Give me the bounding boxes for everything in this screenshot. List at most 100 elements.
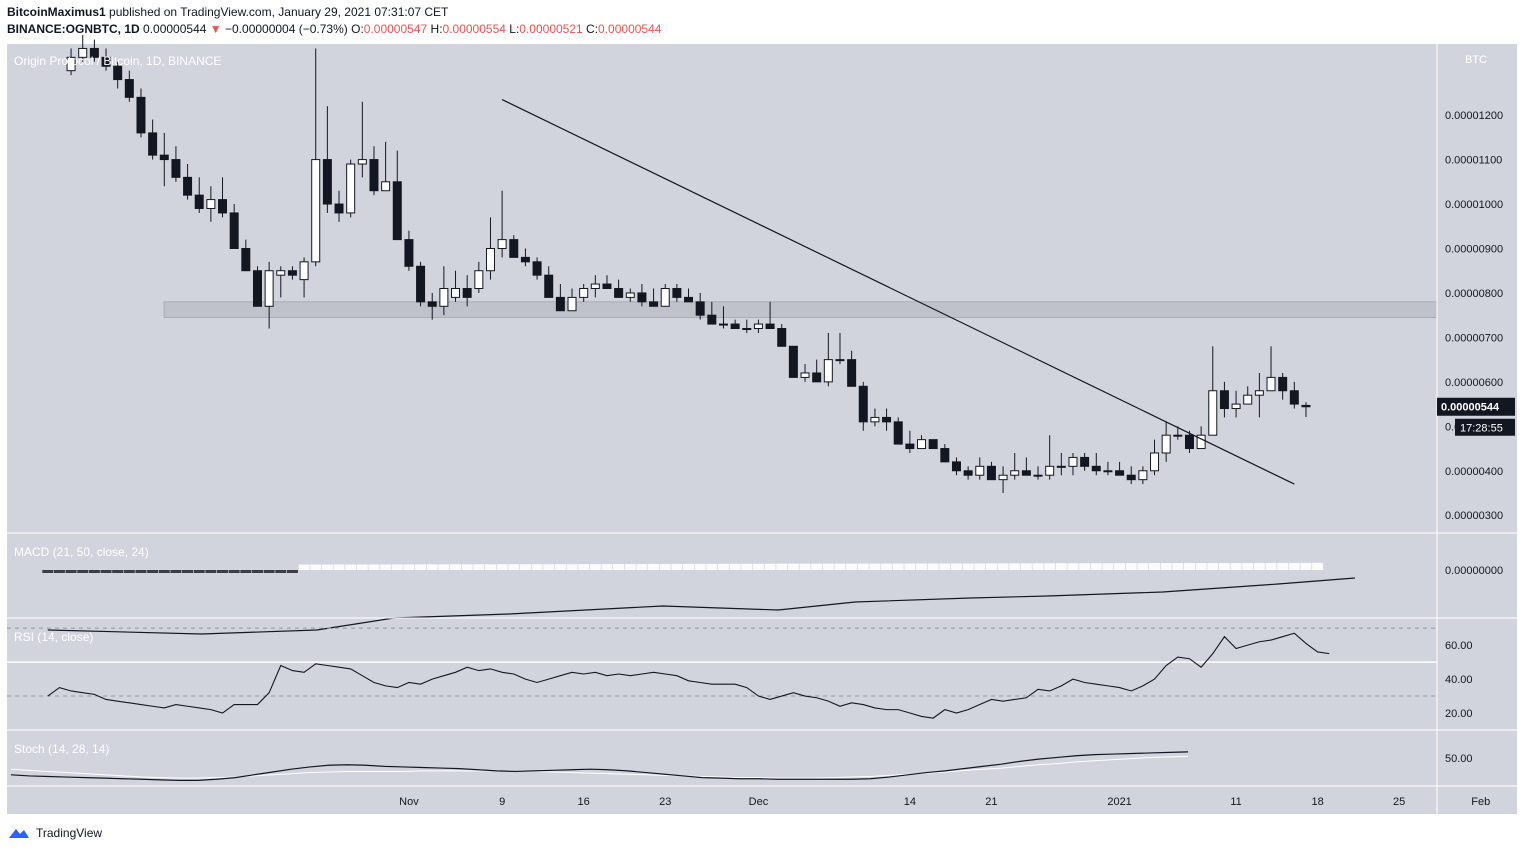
close-label: C: bbox=[586, 22, 599, 36]
time-tick-label: 11 bbox=[1230, 796, 1241, 808]
price-pane: Origin Protocol / Bitcoin, 1D, BINANCE bbox=[14, 35, 1438, 493]
macd-histogram-bar bbox=[77, 570, 89, 573]
macd-histogram-bar bbox=[42, 570, 54, 573]
candle-body bbox=[567, 296, 577, 312]
countdown-badge bbox=[1455, 418, 1515, 436]
candle-body bbox=[252, 270, 262, 307]
candle-body bbox=[788, 345, 798, 378]
candle-body bbox=[847, 359, 857, 387]
macd-histogram-bar bbox=[1253, 562, 1265, 570]
candle-body bbox=[159, 154, 169, 161]
macd-histogram-bar bbox=[263, 570, 275, 573]
tradingview-footer[interactable]: TradingView bbox=[7, 826, 102, 840]
candle-body bbox=[614, 288, 624, 298]
macd-histogram-bar bbox=[892, 563, 904, 570]
candle-body bbox=[951, 461, 961, 472]
macd-histogram-bar bbox=[1242, 562, 1254, 570]
candle-body bbox=[835, 359, 845, 362]
candle-body bbox=[555, 296, 565, 312]
candle-body bbox=[439, 288, 449, 307]
candle-body bbox=[1091, 465, 1101, 472]
macd-histogram-bar bbox=[916, 563, 928, 570]
candle-body bbox=[1150, 452, 1160, 472]
price-tick-label: 0.00001100 bbox=[1445, 155, 1502, 167]
candle-body bbox=[1196, 434, 1206, 450]
macd-label: MACD (21, 50, close, 24) bbox=[14, 545, 149, 559]
macd-histogram-bar bbox=[787, 563, 799, 570]
macd-histogram-bar bbox=[205, 570, 217, 573]
candle-body bbox=[742, 328, 752, 331]
candle-body bbox=[322, 159, 332, 205]
rsi-line bbox=[47, 632, 1330, 719]
candle-body bbox=[334, 203, 344, 214]
candle-body bbox=[695, 301, 705, 316]
macd-histogram-bar bbox=[543, 564, 555, 570]
candle-body bbox=[660, 288, 670, 307]
macd-histogram-bar bbox=[601, 564, 613, 570]
macd-histogram-bar bbox=[694, 563, 706, 570]
currency-label: BTC bbox=[1465, 54, 1487, 66]
candle-body bbox=[287, 270, 297, 276]
candle-body bbox=[78, 47, 88, 58]
macd-histogram-bar bbox=[170, 570, 182, 573]
macd-histogram-bar bbox=[496, 564, 508, 570]
candle-body bbox=[229, 212, 239, 249]
macd-histogram-bar bbox=[217, 570, 229, 573]
candle-body bbox=[241, 247, 251, 272]
macd-histogram-bar bbox=[1137, 563, 1149, 570]
candle-body bbox=[381, 181, 391, 192]
high-value: 0.00000554 bbox=[442, 22, 506, 36]
macd-histogram-bar bbox=[286, 570, 298, 573]
support-zone bbox=[163, 301, 1438, 318]
macd-histogram-bar bbox=[846, 563, 858, 570]
candle-body bbox=[311, 159, 321, 263]
candle-body bbox=[1278, 376, 1288, 392]
price-tick-label: 0.00000600 bbox=[1445, 377, 1503, 389]
candle-body bbox=[66, 56, 76, 72]
macd-histogram-bar bbox=[1102, 563, 1114, 570]
stoch-k-line bbox=[10, 751, 1189, 782]
macd-histogram-bar bbox=[881, 563, 893, 570]
candle-body bbox=[870, 416, 880, 423]
macd-histogram-bar bbox=[613, 564, 625, 570]
macd-histogram-bar bbox=[974, 563, 986, 570]
open-value: 0.00000547 bbox=[363, 22, 428, 36]
macd-histogram-bar bbox=[683, 563, 695, 570]
candle-body bbox=[858, 385, 868, 423]
macd-histogram-bar bbox=[729, 563, 741, 570]
macd-histogram-bar bbox=[822, 563, 834, 570]
author-name[interactable]: BitcoinMaximus1 bbox=[7, 5, 106, 19]
candle-body bbox=[905, 443, 915, 450]
candle-body bbox=[765, 323, 775, 330]
rsi-tick-label: 40.00 bbox=[1445, 674, 1473, 686]
macd-histogram-bar bbox=[950, 563, 962, 570]
axes: BTC 0.00001200 0.00001100 0.00001000 0.00000… bbox=[7, 44, 1517, 814]
stoch-tick-label: 50.00 bbox=[1445, 753, 1473, 765]
time-tick-label: 2021 bbox=[1107, 796, 1131, 808]
time-tick-label: 23 bbox=[659, 796, 671, 808]
macd-histogram-bar bbox=[648, 563, 660, 570]
candle-body bbox=[1208, 390, 1218, 436]
candle-body bbox=[299, 261, 309, 281]
macd-histogram-bar bbox=[310, 564, 322, 570]
chart-area[interactable] bbox=[7, 44, 1437, 814]
stoch-d-line bbox=[10, 755, 1189, 779]
macd-histogram-bar bbox=[1055, 563, 1067, 570]
candle-body bbox=[171, 159, 181, 178]
macd-histogram-bar bbox=[811, 563, 823, 570]
candle-body bbox=[148, 132, 158, 156]
time-tick-label: 25 bbox=[1393, 796, 1405, 808]
macd-histogram-bar bbox=[741, 563, 753, 570]
candle-body bbox=[1126, 474, 1136, 481]
macd-histogram-bar bbox=[1020, 563, 1032, 570]
candle-body bbox=[1103, 470, 1113, 473]
candle-body bbox=[1289, 390, 1299, 405]
macd-histogram-bar bbox=[1207, 563, 1219, 570]
candle-body bbox=[602, 283, 612, 289]
candle-body bbox=[812, 372, 822, 383]
macd-histogram-bar bbox=[717, 563, 729, 570]
candle-body bbox=[264, 270, 274, 307]
candle-body bbox=[1068, 456, 1078, 467]
price-tick-label: 0.00000400 bbox=[1445, 466, 1503, 478]
